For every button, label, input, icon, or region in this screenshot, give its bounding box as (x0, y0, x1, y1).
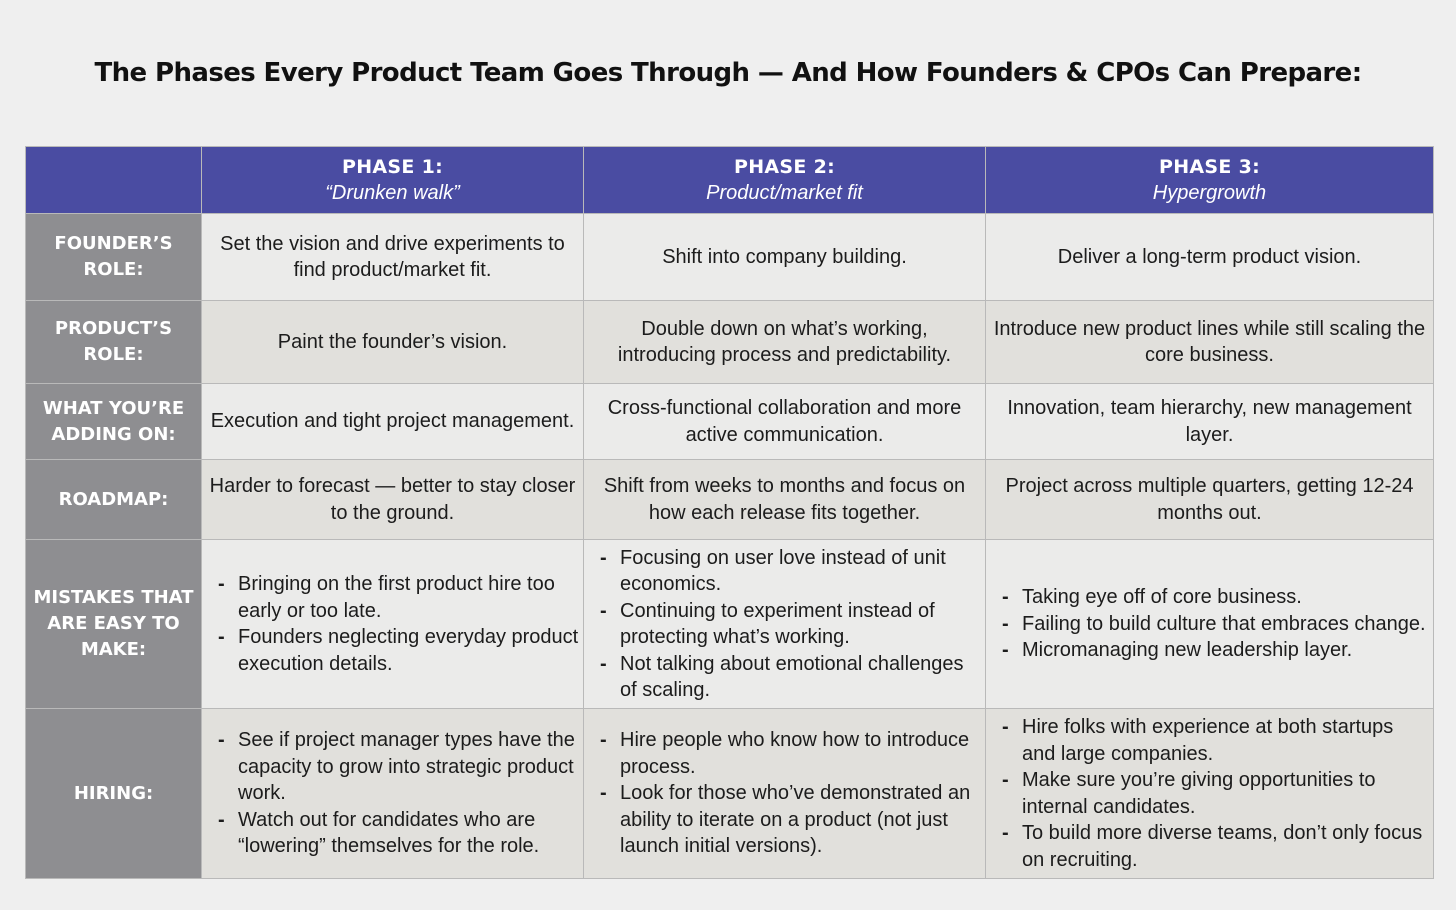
list-item: See if project manager types have the ca… (216, 727, 579, 807)
list-item: Make sure you’re giving opportunities to… (1000, 767, 1429, 820)
table-cell: Bringing on the first product hire too e… (201, 539, 584, 709)
bullet-list: Bringing on the first product hire too e… (216, 571, 579, 677)
row-label: HIRING: (25, 708, 202, 879)
table-cell: Cross-functional collaboration and more … (583, 383, 986, 460)
list-item: Hire folks with experience at both start… (1000, 714, 1429, 767)
row-products-role: PRODUCT’S ROLE: Paint the founder’s visi… (25, 300, 1434, 384)
row-label: MISTAKES THAT ARE EASY TO MAKE: (25, 539, 202, 709)
table-cell: Hire folks with experience at both start… (985, 708, 1434, 879)
row-label: PRODUCT’S ROLE: (25, 300, 202, 384)
list-item: Taking eye off of core business. (1000, 584, 1429, 611)
list-item: Look for those who’ve demonstrated an ab… (598, 780, 981, 860)
list-item: Founders neglecting everyday product exe… (216, 624, 579, 677)
table-cell: Taking eye off of core business. Failing… (985, 539, 1434, 709)
row-mistakes: MISTAKES THAT ARE EASY TO MAKE: Bringing… (25, 539, 1434, 709)
row-adding-on: WHAT YOU’RE ADDING ON: Execution and tig… (25, 383, 1434, 460)
list-item: Not talking about emotional challenges o… (598, 651, 981, 704)
phase-1-subtitle: “Drunken walk” (325, 182, 460, 204)
list-item: Bringing on the first product hire too e… (216, 571, 579, 624)
table-cell: See if project manager types have the ca… (201, 708, 584, 879)
list-item: Micromanaging new leadership layer. (1000, 637, 1429, 664)
table-cell: Innovation, team hierarchy, new manageme… (985, 383, 1434, 460)
list-item: Failing to build culture that embraces c… (1000, 611, 1429, 638)
phase-3-header: PHASE 3: Hypergrowth (985, 146, 1434, 214)
table-cell: Set the vision and drive experiments to … (201, 213, 584, 301)
corner-cell (25, 146, 202, 214)
table-cell: Deliver a long-term product vision. (985, 213, 1434, 301)
table-cell: Double down on what’s working, introduci… (583, 300, 986, 384)
phase-3-subtitle: Hypergrowth (1152, 182, 1267, 204)
table-cell: Paint the founder’s vision. (201, 300, 584, 384)
row-label: WHAT YOU’RE ADDING ON: (25, 383, 202, 460)
phase-2-subtitle: Product/market fit (706, 182, 863, 204)
bullet-list: See if project manager types have the ca… (216, 727, 579, 860)
phase-1-name: PHASE 1: (341, 156, 444, 178)
list-item: Hire people who know how to introduce pr… (598, 727, 981, 780)
bullet-list: Hire folks with experience at both start… (1000, 714, 1429, 873)
page-title: The Phases Every Product Team Goes Throu… (94, 58, 1362, 88)
phase-1-header: PHASE 1: “Drunken walk” (201, 146, 584, 214)
table-cell: Execution and tight project management. (201, 383, 584, 460)
table-cell: Shift from weeks to months and focus on … (583, 459, 986, 540)
list-item: To build more diverse teams, don’t only … (1000, 820, 1429, 873)
header-row: PHASE 1: “Drunken walk” PHASE 2: Product… (25, 146, 1434, 214)
table-cell: Introduce new product lines while still … (985, 300, 1434, 384)
list-item: Focusing on user love instead of unit ec… (598, 545, 981, 598)
bullet-list: Hire people who know how to introduce pr… (598, 727, 981, 860)
bullet-list: Focusing on user love instead of unit ec… (598, 545, 981, 704)
table-cell: Harder to forecast — better to stay clos… (201, 459, 584, 540)
table-cell: Project across multiple quarters, gettin… (985, 459, 1434, 540)
row-label: ROADMAP: (25, 459, 202, 540)
table-cell: Shift into company building. (583, 213, 986, 301)
table-cell: Focusing on user love instead of unit ec… (583, 539, 986, 709)
phase-2-name: PHASE 2: (733, 156, 836, 178)
list-item: Watch out for candidates who are “loweri… (216, 807, 579, 860)
phases-table: PHASE 1: “Drunken walk” PHASE 2: Product… (25, 146, 1434, 879)
list-item: Continuing to experiment instead of prot… (598, 598, 981, 651)
table-cell: Hire people who know how to introduce pr… (583, 708, 986, 879)
phase-2-header: PHASE 2: Product/market fit (583, 146, 986, 214)
row-label: FOUNDER’S ROLE: (25, 213, 202, 301)
row-founders-role: FOUNDER’S ROLE: Set the vision and drive… (25, 213, 1434, 301)
row-hiring: HIRING: See if project manager types hav… (25, 708, 1434, 879)
phase-3-name: PHASE 3: (1158, 156, 1261, 178)
row-roadmap: ROADMAP: Harder to forecast — better to … (25, 459, 1434, 540)
bullet-list: Taking eye off of core business. Failing… (1000, 584, 1429, 664)
